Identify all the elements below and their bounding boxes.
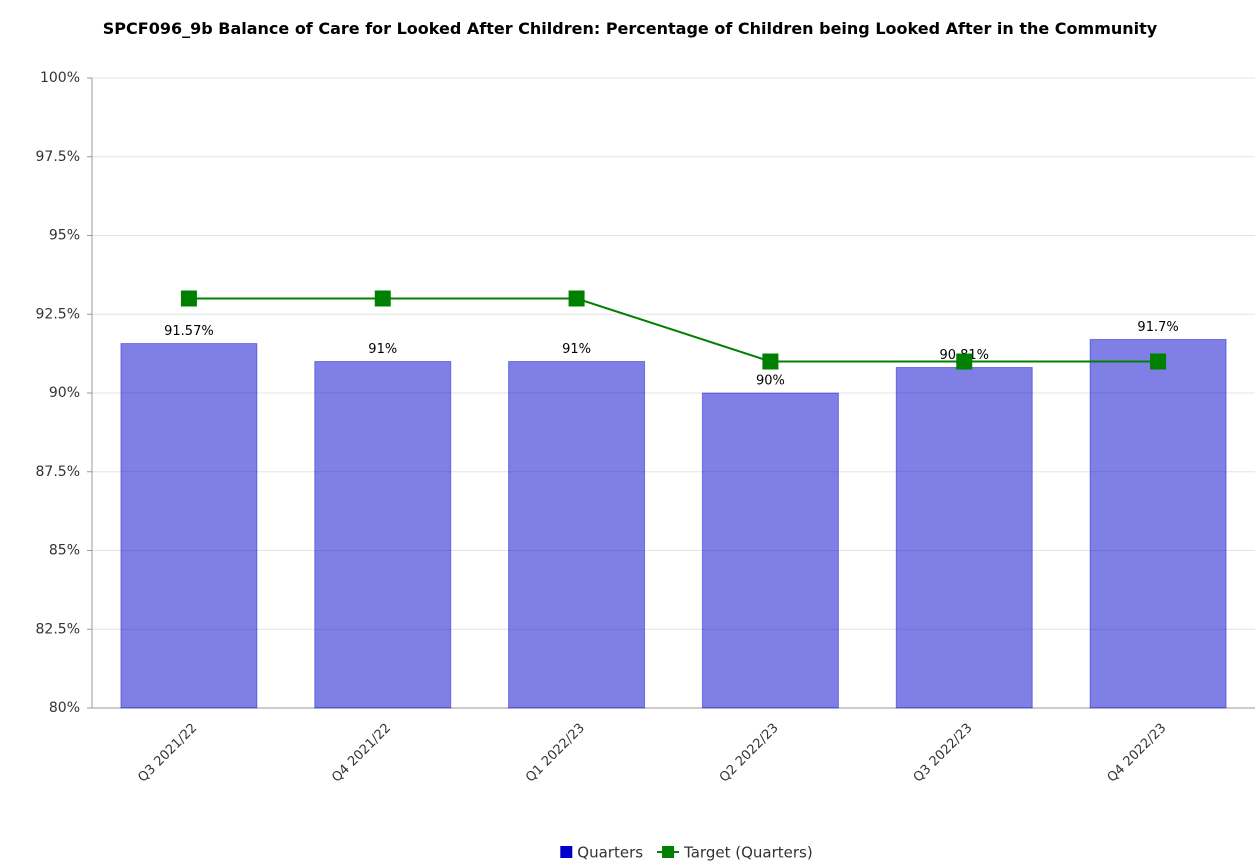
- y-tick-label: 100%: [40, 70, 80, 86]
- bar: [895, 366, 1033, 709]
- value-label: 91%: [562, 342, 591, 357]
- value-label: 91.57%: [164, 324, 214, 339]
- line-marker: [374, 290, 391, 307]
- line-marker: [180, 290, 197, 307]
- line-marker: [1150, 353, 1167, 370]
- y-tick-label: 87.5%: [36, 464, 80, 480]
- line-marker: [956, 353, 973, 370]
- x-tick-label: Q2 2022/23: [717, 721, 782, 786]
- bar: [120, 343, 258, 709]
- y-tick-label: 97.5%: [36, 149, 80, 165]
- chart-title: SPCF096_9b Balance of Care for Looked Af…: [102, 19, 1158, 38]
- legend: Quarters Target (Quarters): [560, 844, 813, 862]
- line-marker: [762, 353, 779, 370]
- value-label: 90%: [756, 374, 785, 389]
- y-tick-label: 92.5%: [36, 306, 80, 322]
- bar: [314, 361, 452, 709]
- legend-swatch: [662, 846, 675, 858]
- y-tick-label: 82.5%: [36, 621, 80, 637]
- y-tick-label: 95%: [49, 228, 80, 244]
- value-label: 91%: [368, 342, 397, 357]
- bar: [508, 361, 646, 709]
- y-tick-label: 85%: [49, 543, 80, 559]
- bar: [701, 392, 839, 709]
- bar: [1089, 338, 1227, 709]
- x-tick-label: Q3 2021/22: [135, 721, 200, 786]
- x-tick-label: Q4 2021/22: [329, 721, 394, 786]
- legend-label: Target (Quarters): [683, 844, 813, 862]
- target-line: [188, 297, 1159, 363]
- line-marker: [568, 290, 585, 307]
- value-label: 91.7%: [1137, 320, 1178, 335]
- legend-label: Quarters: [577, 844, 643, 862]
- y-tick-label: 80%: [49, 700, 80, 716]
- legend-swatch: [560, 846, 573, 858]
- x-tick-label: Q1 2022/23: [523, 721, 588, 786]
- x-tick-label: Q3 2022/23: [911, 721, 976, 786]
- y-tick-label: 90%: [49, 385, 80, 401]
- x-tick-label: Q4 2022/23: [1105, 721, 1170, 786]
